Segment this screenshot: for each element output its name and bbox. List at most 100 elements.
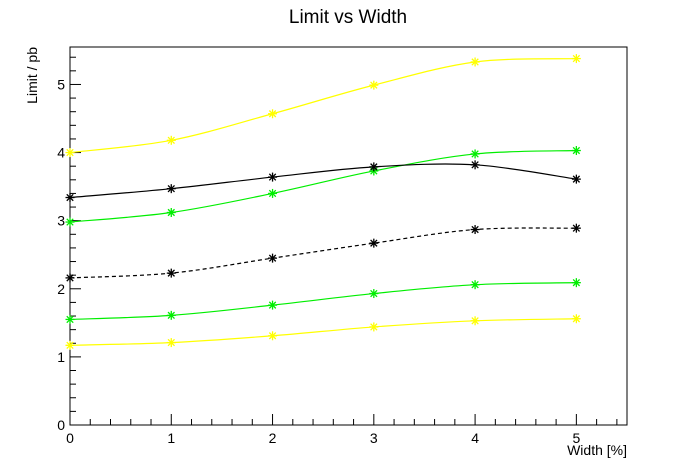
data-point-stroke [167, 136, 175, 145]
data-point-stroke [572, 224, 581, 232]
data-point [166, 135, 176, 145]
data-point-stroke [268, 254, 277, 262]
y-tick-label: 3 [57, 213, 65, 229]
data-point-stroke [471, 225, 479, 234]
data-point [369, 289, 379, 299]
data-point-stroke [471, 317, 479, 325]
chart-title: Limit vs Width [289, 7, 407, 28]
data-point [369, 80, 379, 90]
x-tick-label: 2 [269, 430, 277, 446]
x-tick-label: 1 [167, 430, 175, 446]
data-point [470, 160, 480, 170]
data-point-stroke [268, 189, 277, 198]
series-layer [65, 54, 581, 350]
data-point-stroke [572, 54, 581, 63]
data-point [470, 225, 480, 235]
data-point [369, 162, 379, 172]
data-point [470, 57, 480, 67]
y-tick-label: 1 [57, 349, 65, 365]
data-point-stroke [167, 184, 175, 193]
series-line [69, 149, 577, 223]
data-point [268, 109, 278, 119]
data-point [268, 300, 278, 310]
data-point-stroke [66, 218, 74, 226]
series-4 [65, 223, 581, 283]
data-point-stroke [370, 323, 378, 331]
data-point [268, 331, 278, 341]
y-tick-label: 0 [57, 417, 65, 433]
x-tick-label: 0 [66, 430, 74, 446]
data-point [65, 340, 75, 350]
data-point-stroke [66, 193, 74, 202]
data-point [65, 148, 75, 158]
data-point-stroke [167, 269, 175, 277]
series-1 [65, 54, 581, 158]
plot-frame [69, 46, 628, 426]
data-point [166, 338, 176, 348]
data-point [268, 188, 278, 198]
series-6 [65, 314, 581, 350]
y-tick-label: 2 [57, 281, 65, 297]
data-point-stroke [471, 58, 479, 66]
data-point-stroke [167, 311, 175, 320]
data-point [571, 223, 581, 233]
data-point [571, 174, 581, 184]
data-point [65, 314, 75, 324]
data-point [65, 193, 75, 203]
data-point-stroke [268, 301, 277, 309]
data-point [470, 280, 480, 290]
x-axis-label: Width [%] [567, 442, 627, 458]
x-tick-label: 4 [471, 430, 479, 446]
data-point-stroke [572, 175, 581, 183]
data-point-stroke [66, 341, 74, 350]
data-point-stroke [572, 146, 581, 155]
data-point [268, 172, 278, 182]
data-point [268, 253, 278, 263]
data-point-stroke [66, 274, 74, 282]
data-point [166, 208, 176, 217]
data-point-stroke [167, 338, 175, 347]
data-point [65, 273, 75, 283]
data-point [166, 268, 176, 278]
data-point-stroke [66, 315, 74, 324]
y-tick-label: 4 [57, 145, 65, 161]
data-point-stroke [572, 278, 581, 287]
data-point [65, 217, 75, 227]
data-point-stroke [370, 81, 378, 89]
data-point-stroke [167, 208, 175, 217]
series-3 [65, 160, 581, 203]
series-line [69, 282, 577, 321]
data-point-stroke [268, 110, 277, 118]
series-line [69, 57, 577, 154]
data-point-stroke [370, 239, 378, 247]
data-point [369, 322, 379, 332]
data-point-stroke [471, 281, 479, 289]
x-tick-label: 5 [572, 430, 580, 446]
data-point [470, 316, 480, 326]
data-point [571, 146, 581, 156]
y-tick-label: 5 [57, 76, 65, 92]
axes: 0 1 2 3 4 5 0 1 2 3 4 5 [57, 56, 618, 446]
x-tick-label: 3 [370, 430, 378, 446]
data-point [369, 238, 379, 248]
data-point-stroke [471, 161, 479, 169]
data-point [571, 278, 581, 288]
data-point [166, 310, 176, 320]
series-line [69, 227, 577, 279]
series-5 [65, 278, 581, 324]
series-line [69, 318, 577, 346]
data-point-stroke [268, 332, 277, 340]
data-point-stroke [370, 289, 378, 298]
data-point [571, 314, 581, 324]
data-point [470, 149, 480, 159]
y-axis-label: Limit / pb [24, 47, 40, 104]
data-point-stroke [66, 148, 74, 157]
data-point-stroke [268, 173, 277, 181]
data-point [166, 184, 176, 194]
data-point-stroke [370, 163, 378, 171]
data-point-stroke [471, 150, 479, 158]
data-point [571, 54, 581, 64]
data-point-stroke [572, 315, 581, 323]
